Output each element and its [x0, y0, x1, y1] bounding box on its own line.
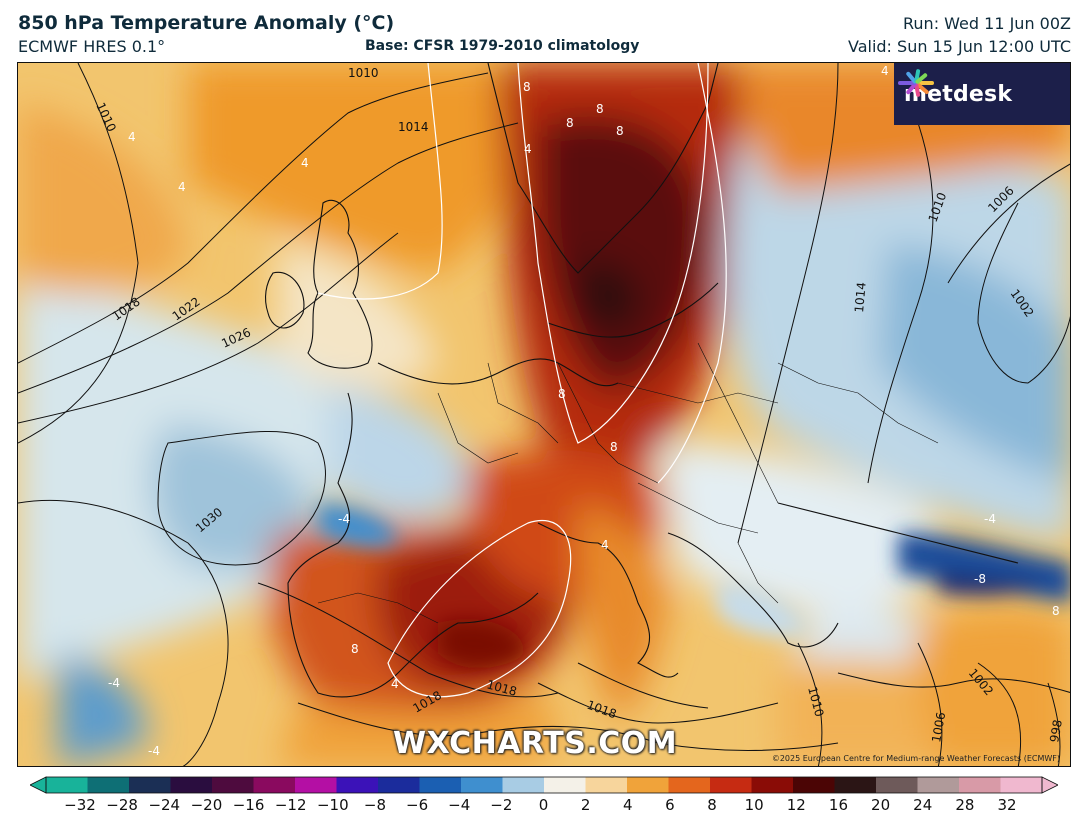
map-canvas: 1010 1014 1010 1018 1022 1026 1030 1018 … — [18, 63, 1070, 766]
anomaly-label: 8 — [523, 80, 531, 94]
anomaly-label: -4 — [338, 512, 350, 526]
colorbar-min-arrow — [30, 776, 47, 794]
climatology-base-label: Base: CFSR 1979-2010 climatology — [365, 38, 640, 54]
colorbar-cell — [544, 777, 587, 793]
model-label: ECMWF HRES 0.1° — [18, 37, 166, 56]
colorbar-cell — [419, 777, 462, 793]
isobar-label: 998 — [1047, 719, 1065, 744]
colorbar-frame — [45, 776, 1043, 794]
colorbar-cell — [834, 777, 877, 793]
anomaly-label: 4 — [391, 677, 399, 691]
colorbar-tick-label: −6 — [406, 796, 429, 814]
anomaly-label: 4 — [178, 180, 186, 194]
colorbar-tick-label: 10 — [744, 796, 764, 814]
colorbar-tick-label: 28 — [955, 796, 975, 814]
colorbar-cell — [502, 777, 545, 793]
colorbar-cell — [710, 777, 753, 793]
colorbar-cell — [627, 777, 670, 793]
anomaly-field — [18, 63, 1070, 766]
anomaly-label: 4 — [128, 130, 136, 144]
anomaly-label: 8 — [1052, 604, 1060, 618]
colorbar-tick-label: −32 — [64, 796, 96, 814]
anomaly-label: 8 — [596, 102, 604, 116]
anomaly-field-details — [318, 503, 1070, 668]
anomaly-map: 1010 1014 1010 1018 1022 1026 1030 1018 … — [17, 62, 1071, 767]
colorbar-max-arrow — [1041, 776, 1058, 794]
anomaly-label: 4 — [524, 142, 532, 156]
colorbar-tick-label: −10 — [316, 796, 349, 814]
colorbar-cell — [87, 777, 130, 793]
colorbar-tick-label: 24 — [913, 796, 933, 814]
country-borders — [317, 342, 939, 624]
wxcharts-watermark: WXCHARTS.COM — [393, 726, 678, 761]
colorbar — [30, 776, 1058, 794]
run-time-label: Run: Wed 11 Jun 00Z — [903, 14, 1071, 33]
colorbar-cell — [917, 777, 960, 793]
chart-title: 850 hPa Temperature Anomaly (°C) — [18, 12, 395, 34]
colorbar-tick-label: 0 — [538, 796, 549, 814]
colorbar-cell — [668, 777, 711, 793]
colorbar-tick-label: −16 — [232, 796, 265, 814]
colorbar-cell — [336, 777, 379, 793]
colorbar-cell — [378, 777, 421, 793]
colorbar-cell — [253, 777, 296, 793]
colorbar-tick-label: −24 — [148, 796, 181, 814]
colorbar-cell — [876, 777, 919, 793]
isobar-label: 1006 — [929, 711, 948, 744]
colorbar-tick-label: −2 — [490, 796, 513, 814]
colorbar-cell — [1000, 777, 1043, 793]
anomaly-label: 8 — [351, 642, 359, 656]
colorbar-cell — [170, 777, 213, 793]
anomaly-label: 8 — [610, 440, 618, 454]
copyright-notice: ©2025 European Centre for Medium-range W… — [771, 754, 1060, 763]
colorbar-tick-label: 12 — [786, 796, 806, 814]
colorbar-tick-label: −12 — [274, 796, 307, 814]
colorbar-ticks: −32 −28 −24 −20 −16 −12 −10 −8 −6 −4 −2 0 2 4 6 8 10 12 16… — [0, 796, 1088, 826]
anomaly-label: -4 — [108, 676, 120, 690]
colorbar-cell — [461, 777, 504, 793]
colorbar-tick-label: −4 — [448, 796, 471, 814]
anomaly-label: 4 — [881, 64, 889, 78]
isobar-label: 1010 — [348, 66, 379, 80]
metdesk-logo: metdesk — [894, 63, 1070, 125]
colorbar-tick-label: 32 — [997, 796, 1017, 814]
colorbar-tick-label: 8 — [707, 796, 717, 814]
anomaly-label-group: 8 8 8 8 4 4 4 4 8 8 8 -4 4 4 -4 -4 -8 8 … — [108, 64, 1060, 758]
colorbar-cell — [212, 777, 255, 793]
colorbar-cell — [751, 777, 794, 793]
isobar-label: 1014 — [398, 120, 429, 134]
colorbar-cell — [46, 777, 89, 793]
anomaly-label: 4 — [601, 538, 609, 552]
anomaly-label: 8 — [566, 116, 574, 130]
colorbar-cell — [585, 777, 628, 793]
colorbar-tick-label: −20 — [190, 796, 223, 814]
colorbar-tick-label: 20 — [871, 796, 891, 814]
valid-time-label: Valid: Sun 15 Jun 12:00 UTC — [848, 37, 1071, 56]
anomaly-label: -8 — [974, 572, 986, 586]
anomaly-label: 8 — [616, 124, 624, 138]
colorbar-tick-label: −28 — [106, 796, 138, 814]
anomaly-label: 8 — [558, 387, 566, 401]
colorbar-tick-label: 6 — [665, 796, 675, 814]
anomaly-label: -4 — [148, 744, 160, 758]
isobars — [18, 63, 1070, 766]
anomaly-contours — [317, 63, 727, 698]
anomaly-label: -4 — [984, 512, 996, 526]
anomaly-label: 4 — [301, 156, 309, 170]
colorbar-cell — [959, 777, 1002, 793]
colorbar-cell — [295, 777, 338, 793]
coastlines — [264, 63, 1070, 752]
colorbar-tick-label: 2 — [580, 796, 591, 814]
isobar-label: 1014 — [852, 282, 869, 314]
colorbar-cell — [793, 777, 836, 793]
colorbar-tick-label: 16 — [828, 796, 848, 814]
metdesk-logo-icon — [898, 69, 934, 97]
colorbar-cell — [129, 777, 172, 793]
colorbar-tick-label: −8 — [363, 796, 387, 814]
colorbar-tick-label: 4 — [622, 796, 633, 814]
